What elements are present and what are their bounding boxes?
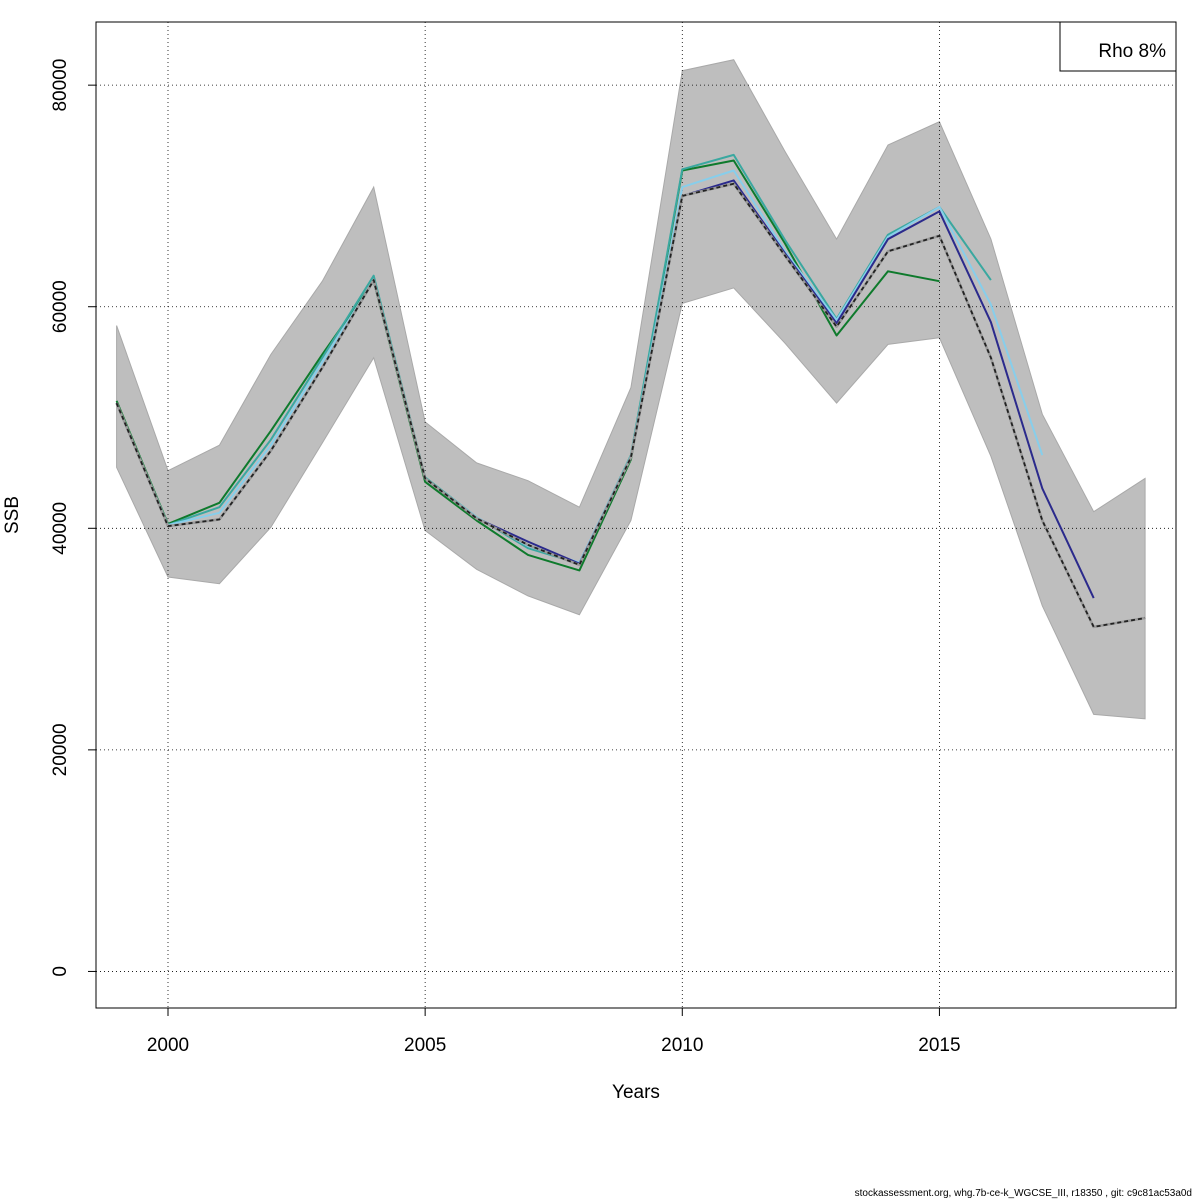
x-axis: 2000 2005 2010 2015 xyxy=(147,1008,961,1056)
y-tick-label-60000: 60000 xyxy=(50,280,71,333)
x-tick-label-2015: 2015 xyxy=(918,1035,960,1056)
y-axis-title: SSB xyxy=(2,496,23,534)
x-tick-label-2010: 2010 xyxy=(661,1035,703,1056)
y-tick-label-0: 0 xyxy=(50,966,71,977)
x-tick-label-2000: 2000 xyxy=(147,1035,189,1056)
plot-frame xyxy=(95,21,1177,1009)
footer-credit: stockassessment.org, whg.7b-ce-k_WGCSE_I… xyxy=(855,1188,1192,1199)
y-tick-label-20000: 20000 xyxy=(50,723,71,776)
series-line-4 xyxy=(115,182,1146,628)
x-tick-label-2005: 2005 xyxy=(404,1035,446,1056)
y-tick-label-40000: 40000 xyxy=(50,502,71,555)
legend-rho-label: Rho 8% xyxy=(1098,41,1166,62)
y-axis: 0 20000 40000 60000 80000 xyxy=(50,59,96,977)
legend-box xyxy=(1059,21,1177,72)
y-tick-label-80000: 80000 xyxy=(50,59,71,112)
series-layer xyxy=(115,153,1146,629)
grid-layer xyxy=(96,22,1176,1008)
x-axis-title: Years xyxy=(612,1082,660,1103)
legend: Rho 8% xyxy=(1059,21,1177,72)
